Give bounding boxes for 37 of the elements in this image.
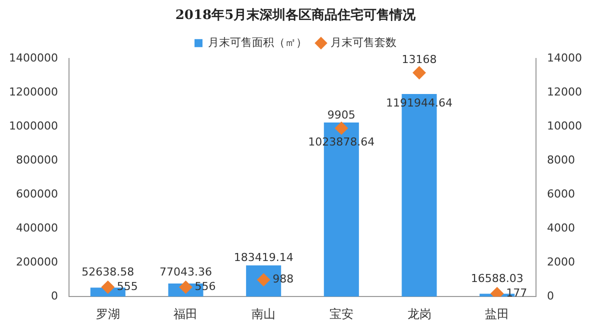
data-label: 16588.03 [470,272,524,285]
data-label: 555 [116,280,138,294]
data-label: 13168 [402,53,437,66]
y-tick-label: 1200000 [8,85,58,98]
x-tick-label: 罗湖 [96,306,120,321]
y-tick-label: 1000000 [8,119,58,132]
y2-tick-label: 4000 [547,221,576,234]
y2-tick-label: 12000 [547,85,582,98]
x-tick-label: 福田 [174,306,198,321]
point [101,280,114,294]
y-tick-label: 1400000 [8,51,58,64]
x-tick-label: 盐田 [485,306,510,321]
data-label: 52638.58 [82,266,134,279]
point [334,122,348,135]
point [412,66,426,80]
y2-tick-label: 6000 [547,187,576,200]
data-label: 77043.36 [159,266,212,279]
y-tick-label: 200000 [16,255,58,268]
chart-title: 2018年5月末深圳各区商品住宅可售情况 [175,7,417,24]
y-tick-label: 800000 [16,153,58,166]
data-label: 183419.14 [234,250,294,264]
y-tick-label: 600000 [16,187,58,200]
data-label: 177 [506,286,528,300]
x-tick-label: 龙岗 [407,306,432,321]
y-tick-label: 0 [50,289,58,302]
y2-tick-label: 2000 [547,255,576,268]
x-tick-label: 南山 [252,306,276,321]
y2-tick-label: 8000 [547,153,576,166]
y2-tick-label: 10000 [547,119,582,132]
y2-tick-label: 0 [547,289,554,302]
x-tick-label: 宝安 [329,306,354,321]
y-tick-label: 400000 [16,221,58,234]
data-label: 9905 [327,108,356,122]
legend-label: 月末可售套数 [330,36,396,49]
legend-label: 月末可售面积（㎡） [208,36,307,49]
y2-tick-label: 14000 [547,51,582,64]
point [179,280,192,294]
